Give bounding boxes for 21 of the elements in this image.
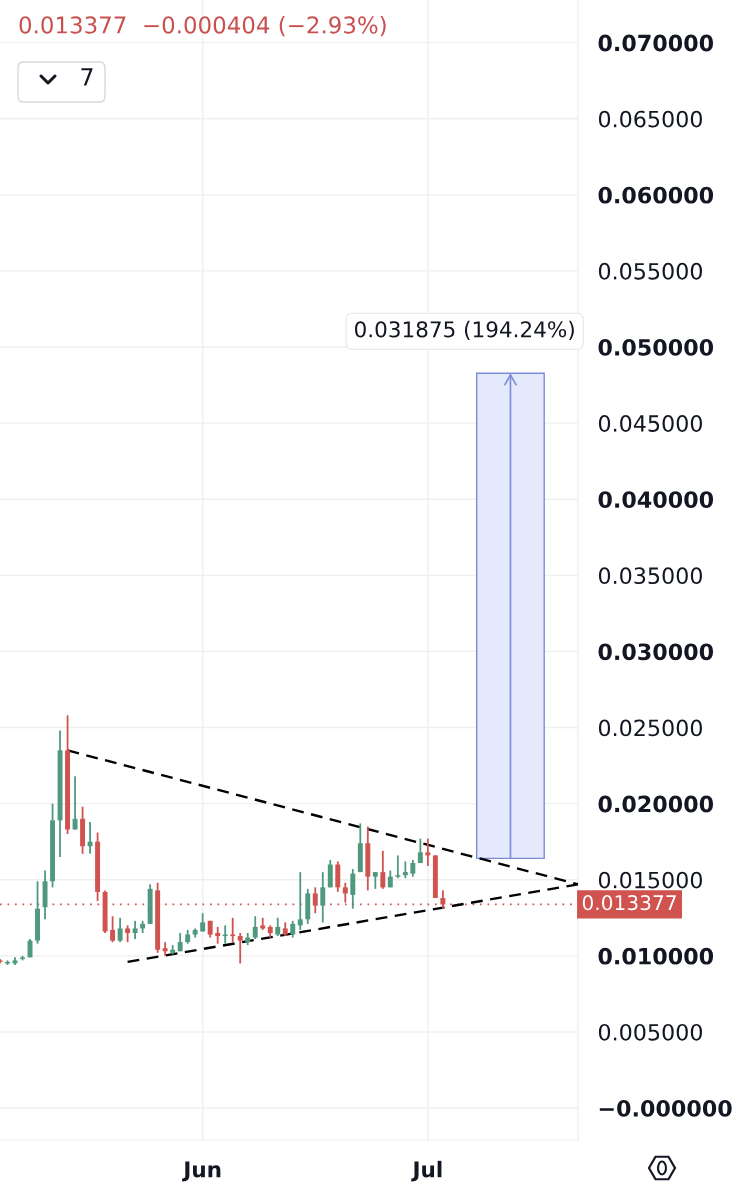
y-tick-label: 0.070000 xyxy=(598,34,714,52)
x-tick-label: Jun xyxy=(182,1161,221,1182)
y-tick-label: 0.015000 xyxy=(598,871,702,889)
y-tick-label: 0.050000 xyxy=(598,338,714,356)
annotation: 0.031875 (194.24%) xyxy=(355,320,574,341)
y-tick-label: 0.010000 xyxy=(598,947,714,965)
x-tick-label: Jul xyxy=(411,1160,442,1182)
ref-line-label: 0.013377 xyxy=(582,895,676,911)
y-tick-label: 0.065000 xyxy=(598,110,702,128)
text: 0.013377 −0.000404 (−2.93%) xyxy=(19,15,386,37)
y-tick-label: −0.000000 xyxy=(599,1099,732,1117)
y-tick-label: 0.005000 xyxy=(598,1023,702,1041)
y-tick-label: 0.045000 xyxy=(598,415,702,432)
y-tick-label: 0.025000 xyxy=(598,719,702,737)
y-tick-label: 0.020000 xyxy=(598,795,714,813)
y-tick-label: 0.060000 xyxy=(598,186,714,204)
y-tick-label: 0.040000 xyxy=(598,491,714,508)
y-tick-label: 0.035000 xyxy=(598,567,702,585)
annotation: 7 xyxy=(81,68,93,86)
y-tick-label: 0.055000 xyxy=(598,262,702,280)
y-tick-label: 0.030000 xyxy=(598,643,714,661)
